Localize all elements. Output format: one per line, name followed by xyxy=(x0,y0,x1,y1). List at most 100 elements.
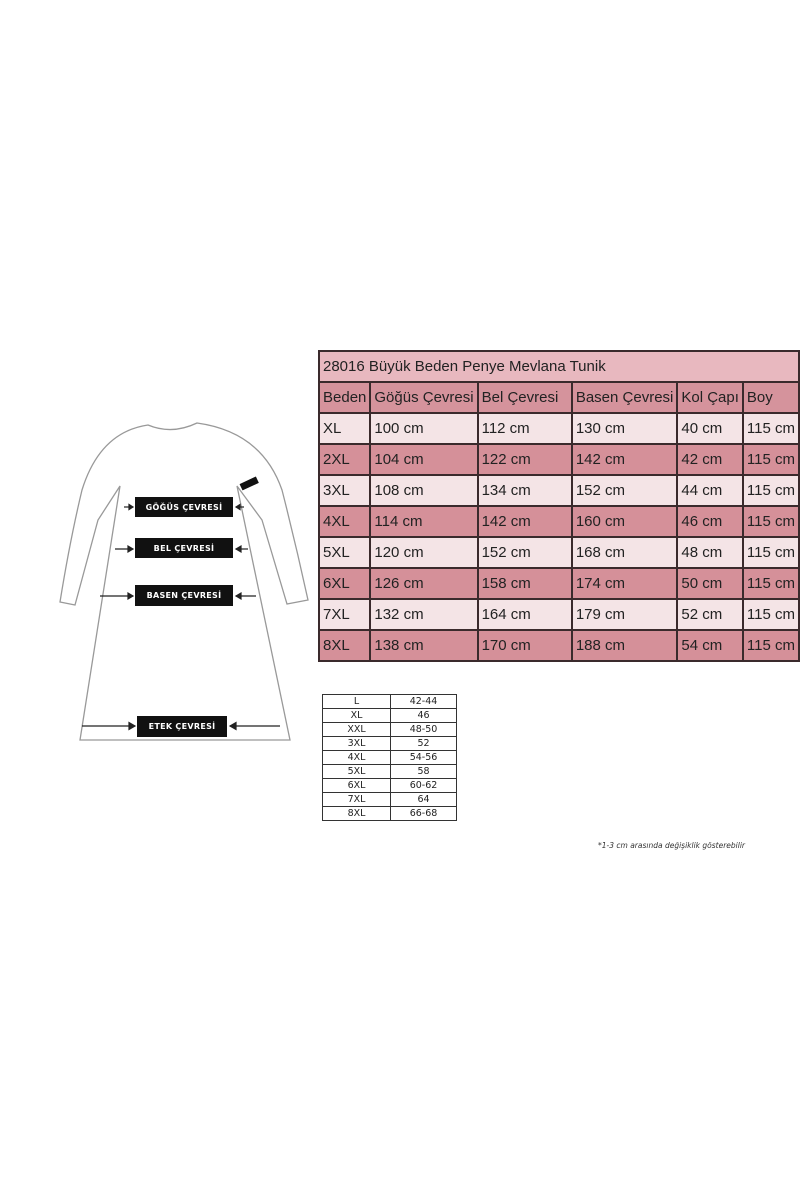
table-cell: 115 cm xyxy=(741,598,800,631)
table-cell: 48 cm xyxy=(676,536,744,569)
table-cell: 3XL xyxy=(317,474,372,507)
table-row: XL 100 cm 112 cm 130 cm 40 cm 115 cm xyxy=(317,412,800,445)
chest-label: GÖĞÜS ÇEVRESİ xyxy=(135,497,233,517)
conversion-cell: 5XL xyxy=(322,764,391,779)
table-cell: 100 cm xyxy=(369,412,479,445)
table-cell: 2XL xyxy=(317,443,372,476)
table-cell: 115 cm xyxy=(741,443,800,476)
conversion-cell: 60-62 xyxy=(390,778,457,793)
table-cell: 44 cm xyxy=(676,474,744,507)
table-cell: 168 cm xyxy=(570,536,679,569)
table-row: 3XL 108 cm 134 cm 152 cm 44 cm 115 cm xyxy=(317,474,800,507)
conversion-row: 8XL 66-68 xyxy=(322,806,457,821)
conversion-cell: 7XL xyxy=(322,792,391,807)
table-cell: 8XL xyxy=(317,629,372,662)
table-cell: 132 cm xyxy=(369,598,479,631)
conversion-cell: 3XL xyxy=(322,736,391,751)
table-row: 8XL 138 cm 170 cm 188 cm 54 cm 115 cm xyxy=(317,629,800,662)
conversion-row: 7XL 64 xyxy=(322,792,457,807)
table-header-row: Beden Göğüs Çevresi Bel Çevresi Basen Çevre… xyxy=(317,381,800,414)
conversion-cell: XXL xyxy=(322,722,391,737)
table-cell: 130 cm xyxy=(570,412,679,445)
measurement-arrows xyxy=(82,503,280,731)
tunic-diagram xyxy=(59,422,309,741)
table-cell: 52 cm xyxy=(676,598,744,631)
table-cell: 174 cm xyxy=(570,567,679,600)
conversion-cell: 52 xyxy=(390,736,457,751)
conversion-cell: 58 xyxy=(390,764,457,779)
table-title: 28016 Büyük Beden Penye Mevlana Tunik xyxy=(318,350,800,383)
size-tag xyxy=(239,476,259,491)
table-cell: 188 cm xyxy=(570,629,679,662)
table-cell: 114 cm xyxy=(369,505,479,538)
tunic-outline xyxy=(59,422,309,741)
table-cell: 120 cm xyxy=(369,536,479,569)
conversion-row: XL 46 xyxy=(322,708,457,723)
conversion-cell: 6XL xyxy=(322,778,391,793)
conversion-cell: 4XL xyxy=(322,750,391,765)
conversion-cell: 8XL xyxy=(322,806,391,821)
table-cell: 142 cm xyxy=(570,443,679,476)
column-header: Bel Çevresi xyxy=(476,381,573,414)
table-cell: 158 cm xyxy=(476,567,573,600)
table-cell: 112 cm xyxy=(476,412,573,445)
column-header: Basen Çevresi xyxy=(570,381,679,414)
conversion-cell: 66-68 xyxy=(390,806,457,821)
table-cell: 152 cm xyxy=(570,474,679,507)
table-cell: 7XL xyxy=(317,598,372,631)
table-row: 4XL 114 cm 142 cm 160 cm 46 cm 115 cm xyxy=(317,505,800,538)
table-cell: 164 cm xyxy=(476,598,573,631)
table-cell: 179 cm xyxy=(570,598,679,631)
column-header: Boy xyxy=(741,381,800,414)
table-cell: 115 cm xyxy=(741,505,800,538)
conversion-row: 4XL 54-56 xyxy=(322,750,457,765)
table-cell: 40 cm xyxy=(676,412,744,445)
table-cell: 6XL xyxy=(317,567,372,600)
conversion-table: L 42-44 XL 46 XXL 48-50 3XL 52 4XL 54-56 5XL 58 6XL 6… xyxy=(322,694,457,821)
table-cell: 115 cm xyxy=(741,474,800,507)
hip-label: BASEN ÇEVRESİ xyxy=(135,585,233,606)
table-cell: XL xyxy=(317,412,372,445)
conversion-cell: 42-44 xyxy=(390,694,457,709)
table-cell: 122 cm xyxy=(476,443,573,476)
conversion-cell: 54-56 xyxy=(390,750,457,765)
conversion-cell: L xyxy=(322,694,391,709)
table-cell: 108 cm xyxy=(369,474,479,507)
waist-label: BEL ÇEVRESİ xyxy=(135,538,233,558)
table-cell: 104 cm xyxy=(369,443,479,476)
table-cell: 115 cm xyxy=(741,567,800,600)
table-cell: 50 cm xyxy=(676,567,744,600)
conversion-cell: 64 xyxy=(390,792,457,807)
table-cell: 54 cm xyxy=(676,629,744,662)
conversion-row: 3XL 52 xyxy=(322,736,457,751)
footnote: *1-3 cm arasında değişiklik gösterebilir xyxy=(598,841,746,850)
table-cell: 134 cm xyxy=(476,474,573,507)
table-cell: 42 cm xyxy=(676,443,744,476)
table-row: 2XL 104 cm 122 cm 142 cm 42 cm 115 cm xyxy=(317,443,800,476)
table-cell: 5XL xyxy=(317,536,372,569)
table-cell: 142 cm xyxy=(476,505,573,538)
hem-label: ETEK ÇEVRESİ xyxy=(137,716,227,737)
table-row: 7XL 132 cm 164 cm 179 cm 52 cm 115 cm xyxy=(317,598,800,631)
conversion-row: L 42-44 xyxy=(322,694,457,709)
table-row: 6XL 126 cm 158 cm 174 cm 50 cm 115 cm xyxy=(317,567,800,600)
table-cell: 160 cm xyxy=(570,505,679,538)
column-header: Kol Çapı xyxy=(676,381,744,414)
column-header: Beden xyxy=(317,381,372,414)
table-cell: 115 cm xyxy=(741,412,800,445)
table-cell: 115 cm xyxy=(741,629,800,662)
conversion-cell: 46 xyxy=(390,708,457,723)
conversion-row: XXL 48-50 xyxy=(322,722,457,737)
table-row: 5XL 120 cm 152 cm 168 cm 48 cm 115 cm xyxy=(317,536,800,569)
conversion-row: 6XL 60-62 xyxy=(322,778,457,793)
table-cell: 46 cm xyxy=(676,505,744,538)
table-cell: 152 cm xyxy=(476,536,573,569)
table-cell: 126 cm xyxy=(369,567,479,600)
table-cell: 138 cm xyxy=(369,629,479,662)
conversion-cell: XL xyxy=(322,708,391,723)
table-cell: 115 cm xyxy=(741,536,800,569)
table-cell: 170 cm xyxy=(476,629,573,662)
conversion-cell: 48-50 xyxy=(390,722,457,737)
conversion-row: 5XL 58 xyxy=(322,764,457,779)
size-table: 28016 Büyük Beden Penye Mevlana Tunik Be… xyxy=(317,350,800,662)
